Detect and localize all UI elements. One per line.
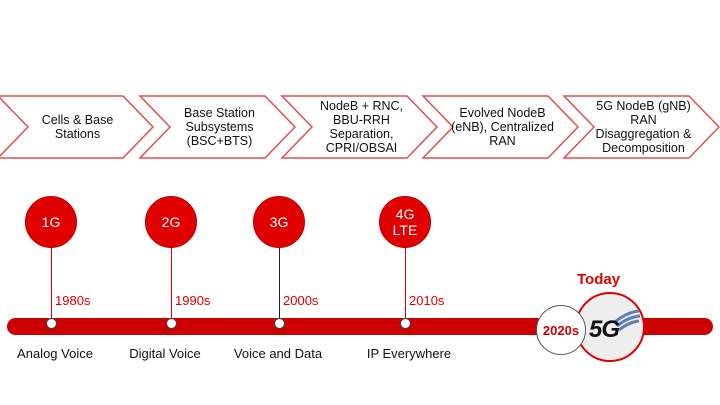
year-2010s: 2010s <box>409 293 445 308</box>
timeline-dot <box>46 318 57 329</box>
timeline-dot <box>274 318 285 329</box>
5g-circle: 5G <box>575 292 645 362</box>
generation-label: 3G <box>269 214 289 230</box>
chevron-stage-5 <box>562 95 720 159</box>
chevron-label: NodeB + RNC, BBU-RRH Separation, CPRI/OB… <box>319 99 404 155</box>
era-analog-voice: Analog Voice <box>17 346 93 361</box>
generation-1g-circle: 1G <box>25 196 77 248</box>
stem-1g <box>51 248 52 320</box>
year-1990s: 1990s <box>175 293 211 308</box>
chevron-stage-4 <box>421 95 580 159</box>
today-label: Today <box>577 271 621 288</box>
chevron-label: Base Station Subsystems (BSC+BTS) <box>184 106 255 148</box>
5g-logo-text: 5G <box>589 316 620 343</box>
timeline-dot <box>166 318 177 329</box>
era-ip-everywhere: IP Everywhere <box>366 346 452 361</box>
chevron-label: Cells & Base Stations <box>41 113 114 141</box>
chevron-stage-3 <box>280 95 439 159</box>
year-2020s: 2020s <box>542 322 580 338</box>
year-1980s: 1980s <box>55 293 91 308</box>
chevron-label: 5G NodeB (gNB) RAN Disaggregation & Deco… <box>595 99 692 155</box>
era-digital-voice: Digital Voice <box>129 346 201 361</box>
stem-4g <box>405 248 406 320</box>
generation-3g-circle: 3G <box>253 196 305 248</box>
chevron-label: Evolved NodeB (eNB), Centralized RAN <box>451 106 554 148</box>
chevron-stage-1 <box>0 95 155 159</box>
stem-3g <box>279 248 280 320</box>
stem-2g <box>171 248 172 320</box>
generation-4g-circle: 4G LTE <box>379 196 431 248</box>
generation-2g-circle: 2G <box>145 196 197 248</box>
generation-label: 4G LTE <box>392 206 418 238</box>
timeline-dot <box>400 318 411 329</box>
year-2020s-circle: 2020s <box>536 305 586 355</box>
chevron-stage-2 <box>138 95 297 159</box>
year-2000s: 2000s <box>283 293 319 308</box>
5g-logo-icon <box>614 309 641 332</box>
generation-label: 1G <box>41 214 61 230</box>
generation-label: 2G <box>161 214 181 230</box>
era-voice-and-data: Voice and Data <box>233 346 323 361</box>
